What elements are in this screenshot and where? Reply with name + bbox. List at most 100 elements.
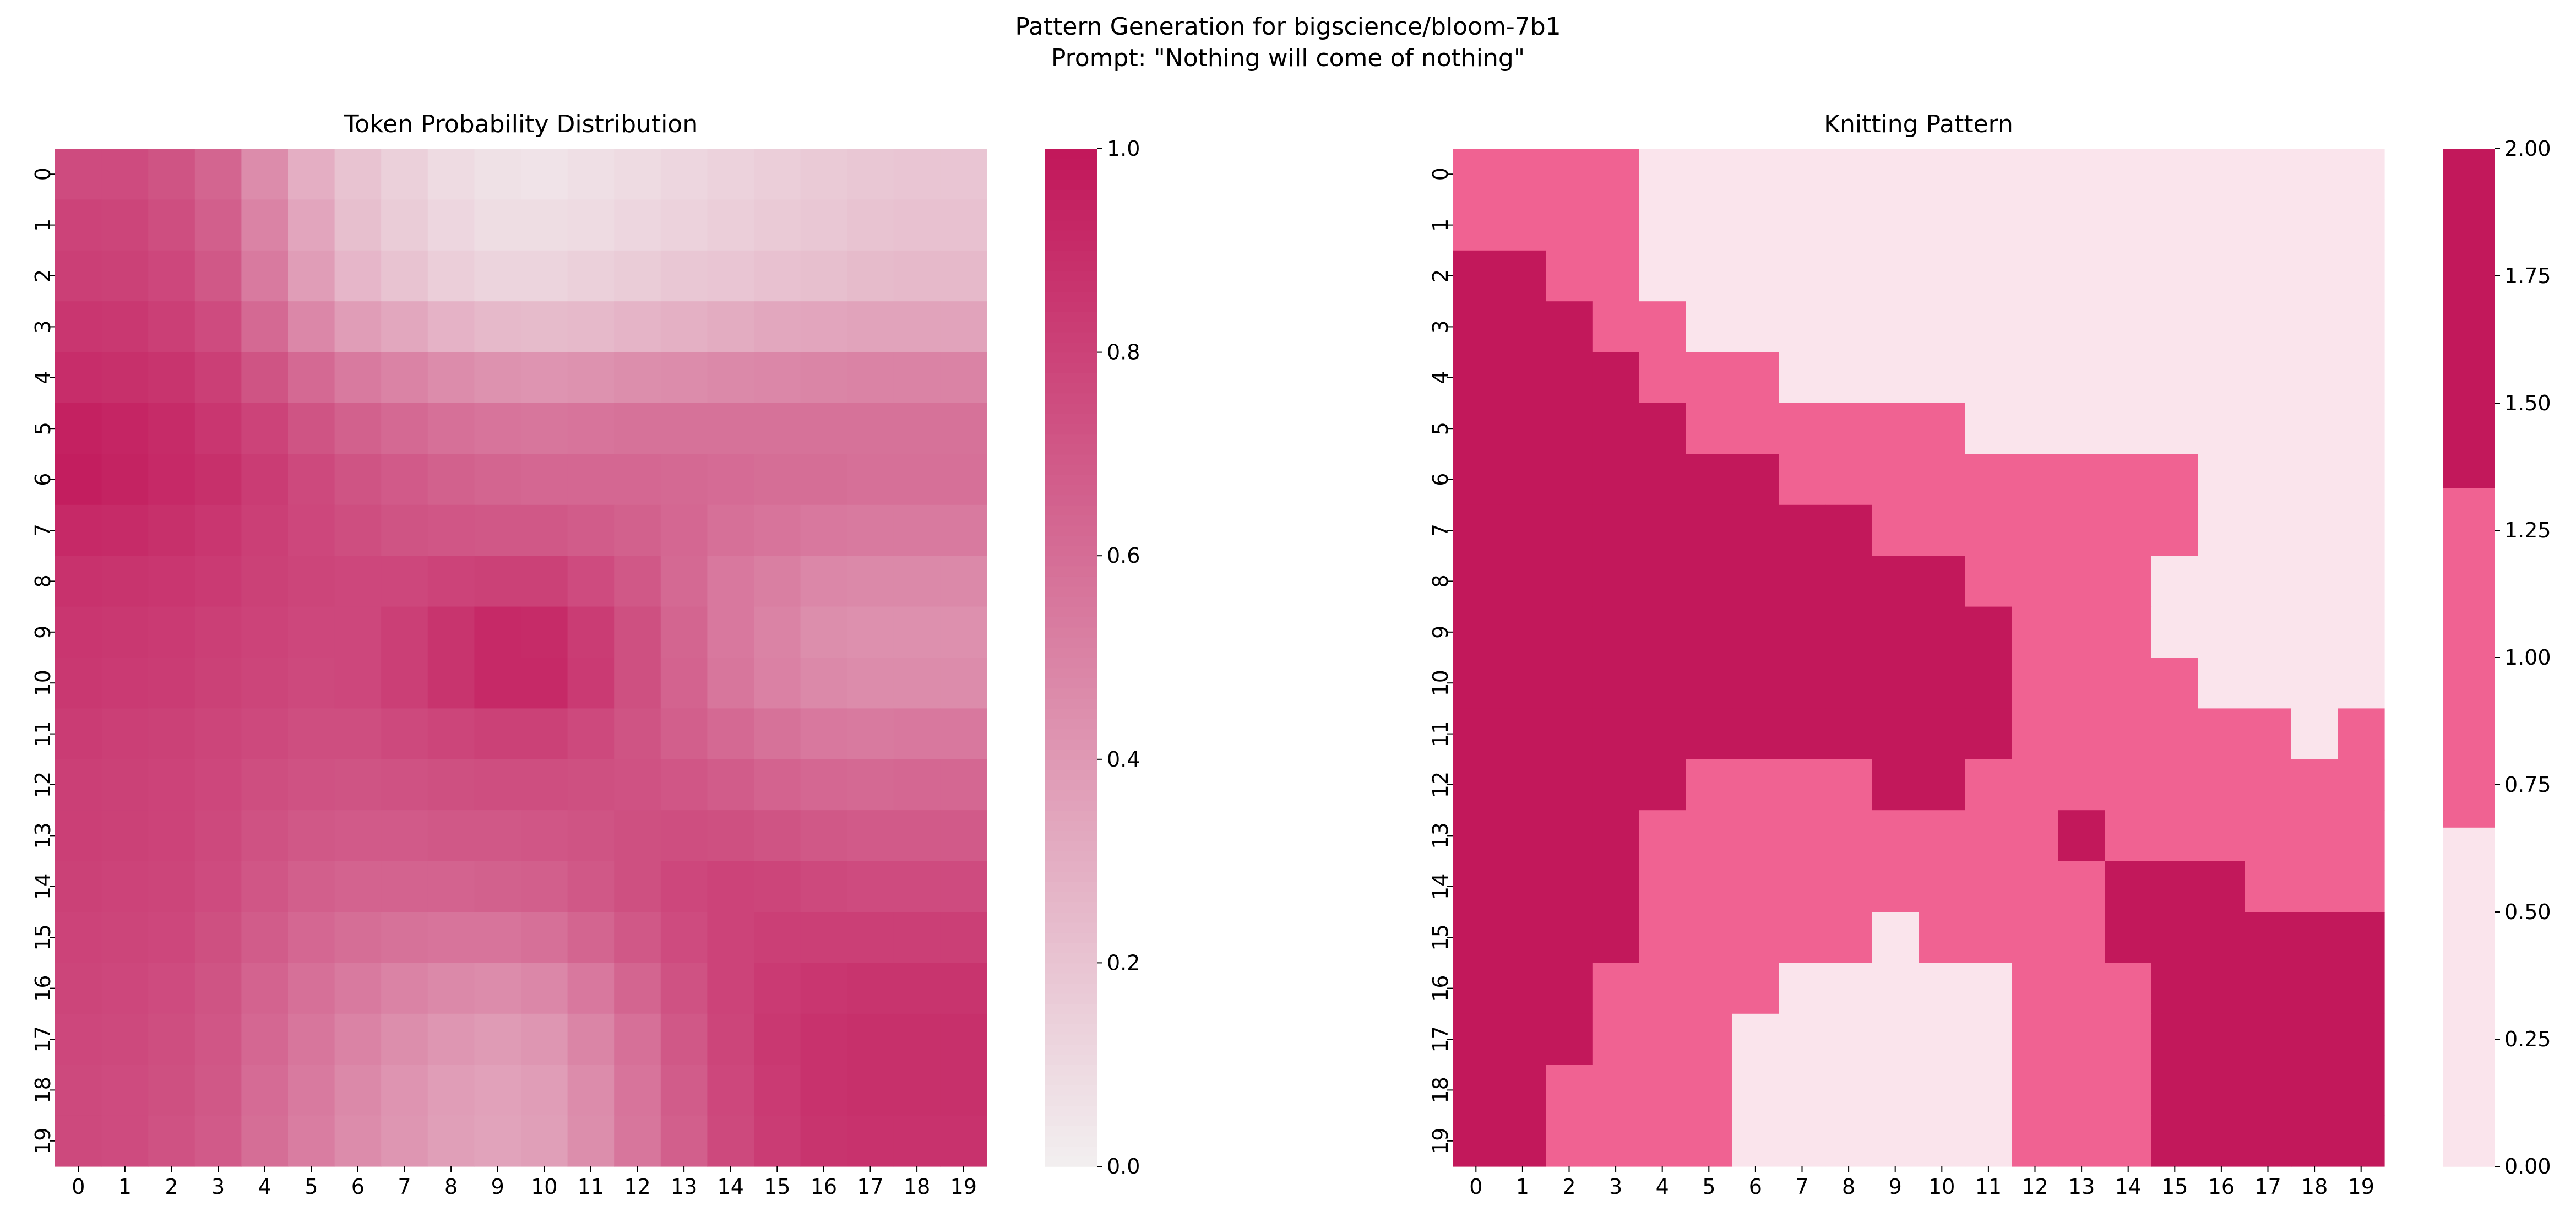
prob-colorbar-segment: [1045, 698, 1097, 709]
prob-ytick-label: 5: [31, 422, 55, 435]
prob-cell-r14-c4: [241, 861, 289, 913]
prob-cell-r16-c19: [940, 963, 987, 1014]
knit-cell-r2-c16: [2198, 250, 2245, 302]
prob-colorbar-segment: [1045, 718, 1097, 730]
prob-cell-r0-c19: [940, 149, 987, 200]
knit-cell-r13-c2: [1546, 810, 1593, 862]
prob-cell-r0-c9: [474, 149, 521, 200]
knit-ytick-label: 11: [1428, 720, 1453, 747]
prob-cell-r3-c14: [707, 301, 754, 353]
prob-cell-r19-c18: [893, 1115, 941, 1167]
knit-colorbar-label: 2.00: [2504, 137, 2551, 161]
prob-cell-r19-c9: [474, 1115, 521, 1167]
prob-cell-r7-c16: [800, 504, 847, 556]
knit-x-axis: 0 1 2 3 4 5 6 7 8 9 10 11 12 13 14 15 16 17 18 19: [1469, 1166, 2374, 1199]
prob-colorbar-segment: [1045, 596, 1097, 607]
knit-cell-r3-c7: [1779, 301, 1826, 353]
knit-cell-r18-c3: [1592, 1065, 1639, 1116]
prob-colorbar-segment: [1045, 851, 1097, 862]
prob-colorbar-segment: [1045, 566, 1097, 577]
prob-cell-r0-c3: [194, 149, 242, 200]
knit-heatmap-cells: [1453, 149, 2385, 1167]
prob-colorbar-segment: [1045, 871, 1097, 882]
knit-cell-r18-c10: [1919, 1065, 1966, 1116]
prob-cell-r16-c10: [521, 963, 568, 1014]
knit-cell-r4-c11: [1965, 352, 2012, 404]
prob-cell-r11-c5: [288, 708, 335, 760]
prob-cell-r13-c14: [707, 810, 754, 862]
knit-cell-r1-c11: [1965, 199, 2012, 251]
prob-cell-r9-c17: [847, 606, 894, 658]
prob-cell-r12-c18: [893, 759, 941, 811]
prob-colorbar-segment: [1045, 738, 1097, 750]
prob-ytick-label: 1: [31, 219, 55, 232]
prob-cell-r11-c10: [521, 708, 568, 760]
knit-cell-r7-c13: [2058, 504, 2105, 556]
prob-cell-r1-c3: [194, 199, 242, 251]
prob-colorbar-segment: [1045, 525, 1097, 536]
prob-colorbar-segment: [1045, 627, 1097, 638]
prob-cell-r9-c13: [660, 606, 708, 658]
knit-cell-r16-c2: [1546, 963, 1593, 1014]
knit-cell-r9-c10: [1919, 606, 1966, 658]
knit-cell-r11-c19: [2338, 708, 2385, 760]
prob-cell-r9-c9: [474, 606, 521, 658]
knit-cell-r11-c18: [2291, 708, 2338, 760]
prob-cell-r10-c7: [381, 658, 428, 709]
knit-cell-r2-c1: [1499, 250, 1546, 302]
prob-cell-r10-c17: [847, 658, 894, 709]
knit-cell-r19-c5: [1686, 1115, 1733, 1167]
knit-cell-r5-c0: [1453, 403, 1500, 454]
knit-cell-r12-c2: [1546, 759, 1593, 811]
prob-colorbar-segment: [1045, 1003, 1097, 1014]
prob-cell-r0-c18: [893, 149, 941, 200]
prob-cell-r7-c7: [381, 504, 428, 556]
prob-cell-r7-c13: [660, 504, 708, 556]
knit-cell-r6-c0: [1453, 454, 1500, 506]
prob-colorbar-segment: [1045, 291, 1097, 302]
prob-cell-r3-c10: [521, 301, 568, 353]
knit-cell-r7-c15: [2151, 504, 2199, 556]
knit-cell-r2-c6: [1732, 250, 1779, 302]
prob-ytick-label: 4: [31, 371, 55, 384]
knit-cell-r4-c15: [2151, 352, 2199, 404]
prob-cell-r1-c7: [381, 199, 428, 251]
knit-cell-r10-c17: [2245, 658, 2292, 709]
prob-cell-r7-c2: [148, 504, 195, 556]
prob-cell-r16-c4: [241, 963, 289, 1014]
prob-cell-r16-c7: [381, 963, 428, 1014]
knit-cell-r3-c0: [1453, 301, 1500, 353]
prob-cell-r17-c5: [288, 1013, 335, 1065]
prob-cell-r2-c13: [660, 250, 708, 302]
prob-ytick-label: 17: [31, 1026, 55, 1052]
prob-cell-r14-c18: [893, 861, 941, 913]
prob-colorbar-segment: [1045, 769, 1097, 780]
knit-cell-r19-c16: [2198, 1115, 2245, 1167]
knit-cell-r2-c2: [1546, 250, 1593, 302]
prob-colorbar-segment: [1045, 383, 1097, 394]
knit-cell-r4-c3: [1592, 352, 1639, 404]
knit-cell-r14-c13: [2058, 861, 2105, 913]
prob-cell-r6-c19: [940, 454, 987, 506]
knit-colorbar-label: 1.25: [2504, 518, 2551, 542]
knit-cell-r14-c4: [1639, 861, 1686, 913]
prob-cell-r5-c8: [427, 403, 475, 454]
knit-cell-r1-c6: [1732, 199, 1779, 251]
knit-cell-r12-c10: [1919, 759, 1966, 811]
knit-cell-r14-c2: [1546, 861, 1593, 913]
prob-cell-r14-c16: [800, 861, 847, 913]
knit-cell-r16-c14: [2105, 963, 2152, 1014]
prob-cell-r15-c7: [381, 912, 428, 963]
knit-cell-r16-c18: [2291, 963, 2338, 1014]
prob-xtick-label: 11: [578, 1175, 604, 1199]
prob-cell-r4-c1: [101, 352, 149, 404]
prob-cell-r10-c1: [101, 658, 149, 709]
prob-cell-r18-c12: [614, 1065, 661, 1116]
prob-cell-r14-c5: [288, 861, 335, 913]
prob-xtick-label: 16: [811, 1175, 837, 1199]
prob-colorbar-segment: [1045, 260, 1097, 271]
knit-ytick-label: 12: [1428, 772, 1453, 798]
knit-cell-r2-c4: [1639, 250, 1686, 302]
prob-xtick-label: 13: [671, 1175, 697, 1199]
knit-ytick-label: 1: [1428, 219, 1453, 232]
